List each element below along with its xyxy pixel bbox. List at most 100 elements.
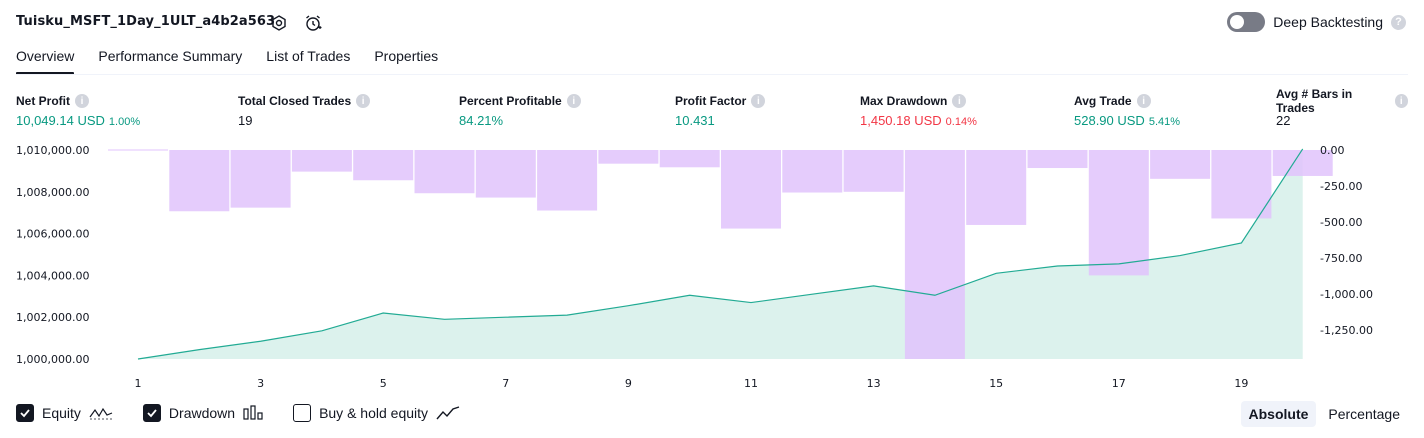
drawdown-bar xyxy=(1211,150,1272,219)
metric-value: 10.431 xyxy=(675,113,715,128)
drawdown-bar xyxy=(843,150,904,192)
drawdown-bar xyxy=(1150,150,1211,179)
metric-value: 19 xyxy=(238,113,253,128)
strategy-title: Tuisku_MSFT_1Day_1ULT_a4b2a563 xyxy=(16,14,276,29)
deep-backtesting-toggle[interactable] xyxy=(1227,12,1266,32)
metrics-row: Net Profit i 10,049.14 USD 1.00% Total Clo… xyxy=(16,87,1408,133)
info-icon[interactable]: i xyxy=(751,94,766,108)
scale-toggle: Absolute Percentage xyxy=(1240,401,1409,427)
legend-drawdown[interactable]: Drawdown xyxy=(142,404,263,422)
tab-performance-summary[interactable]: Performance Summary xyxy=(98,48,243,64)
right-axis-tick: -250.00 xyxy=(1320,180,1362,193)
drawdown-bar xyxy=(537,150,598,211)
left-axis-tick: 1,000,000.00 xyxy=(16,353,89,366)
drawdown-bars-icon xyxy=(243,405,263,420)
drawdown-bar xyxy=(721,150,781,229)
right-axis-tick: -500.00 xyxy=(1320,216,1362,229)
metric-label: Total Closed Trades xyxy=(238,94,352,108)
x-axis-tick: 3 xyxy=(257,377,264,390)
equity-line xyxy=(137,148,1304,360)
drawdown-bar xyxy=(353,150,414,181)
deep-backtesting-control: Deep Backtesting ? xyxy=(1227,12,1406,32)
drawdown-bar xyxy=(966,150,1027,225)
metric-label: Profit Factor xyxy=(675,94,747,108)
metric-net-profit: Net Profit i 10,049.14 USD 1.00% xyxy=(16,93,140,129)
drawdown-bar xyxy=(904,150,965,359)
tab-properties[interactable]: Properties xyxy=(374,48,439,64)
x-axis-tick: 13 xyxy=(867,377,881,390)
info-icon[interactable]: i xyxy=(75,94,89,108)
metric-avg-trade: Avg Trade i 528.90 USD 5.41% xyxy=(1074,93,1180,129)
equity-checkbox[interactable] xyxy=(16,404,34,422)
toggle-knob xyxy=(1230,15,1245,29)
drawdown-bar xyxy=(414,150,475,194)
info-icon[interactable]: i xyxy=(952,94,967,108)
x-axis-tick: 17 xyxy=(1112,377,1126,390)
percentage-button[interactable]: Percentage xyxy=(1328,406,1400,422)
drawdown-bar xyxy=(782,150,843,193)
metric-value: 22 xyxy=(1276,113,1291,128)
metric-label: Max Drawdown xyxy=(860,94,948,108)
deep-backtesting-label: Deep Backtesting xyxy=(1273,14,1383,30)
gear-icon[interactable] xyxy=(268,12,290,34)
legend-buy-hold[interactable]: Buy & hold equity xyxy=(293,404,460,422)
tab-overview[interactable]: Overview xyxy=(16,48,75,75)
x-axis-tick: 11 xyxy=(744,377,758,390)
absolute-button[interactable]: Absolute xyxy=(1240,401,1317,427)
metric-percent: 5.41% xyxy=(1148,116,1181,128)
drawdown-checkbox[interactable] xyxy=(142,404,161,422)
metric-label: Percent Profitable xyxy=(459,94,562,108)
drawdown-bar xyxy=(1027,150,1088,169)
equity-area xyxy=(138,148,1303,359)
right-axis-tick: -750.00 xyxy=(1320,252,1362,265)
metric-label: Net Profit xyxy=(16,94,70,108)
right-axis-tick: 0.00 xyxy=(1320,144,1345,157)
left-axis-tick: 1,004,000.00 xyxy=(16,269,89,282)
metric-percent: 1.00% xyxy=(108,116,141,128)
drawdown-bar xyxy=(169,150,230,212)
left-axis-tick: 1,006,000.00 xyxy=(16,228,89,241)
drawdown-bar xyxy=(598,150,659,164)
left-axis-tick: 1,008,000.00 xyxy=(16,186,89,199)
metric-percent: 0.14% xyxy=(945,116,977,128)
metric-total-closed-trades: Total Closed Trades i 19 xyxy=(238,93,371,129)
help-icon[interactable]: ? xyxy=(1391,14,1406,30)
drawdown-bar xyxy=(1272,150,1333,176)
x-axis-tick: 15 xyxy=(989,377,1003,390)
info-icon[interactable]: i xyxy=(1136,94,1151,108)
x-axis-tick: 1 xyxy=(135,377,142,390)
drawdown-bar xyxy=(475,150,536,198)
drawdown-bar xyxy=(659,150,720,168)
left-axis-tick: 1,010,000.00 xyxy=(16,144,89,157)
right-axis-tick: -1,000.00 xyxy=(1320,288,1373,301)
metric-label: Avg # Bars in Trades xyxy=(1276,87,1353,115)
tabs-divider xyxy=(16,74,1408,75)
x-axis-tick: 9 xyxy=(625,377,632,390)
metric-value: 1,450.18 USD xyxy=(860,113,942,128)
info-icon[interactable]: i xyxy=(1394,94,1408,108)
metric-value: 84.21% xyxy=(459,113,504,128)
metric-percent-profitable: Percent Profitable i 84.21% xyxy=(459,93,581,129)
info-icon[interactable]: i xyxy=(356,94,371,108)
metric-label: Avg Trade xyxy=(1074,94,1132,108)
legend-label: Equity xyxy=(42,405,81,421)
alarm-clock-icon[interactable] xyxy=(302,12,324,34)
equity-line-icon xyxy=(89,407,113,420)
info-icon[interactable]: i xyxy=(566,94,581,108)
x-axis-tick: 19 xyxy=(1234,377,1248,390)
tab-list-of-trades[interactable]: List of Trades xyxy=(266,48,351,64)
buy-hold-checkbox[interactable] xyxy=(293,404,312,422)
tab-bar: Overview Performance Summary List of Tra… xyxy=(16,48,439,75)
left-axis-tick: 1,002,000.00 xyxy=(16,311,89,324)
drawdown-bar xyxy=(1088,150,1149,276)
drawdown-bar xyxy=(291,150,352,172)
buy-hold-line-icon xyxy=(436,406,460,420)
x-axis-tick: 7 xyxy=(502,377,509,390)
equity-drawdown-chart[interactable]: 1,010,000.00 1,008,000.00 1,006,000.00 1,00… xyxy=(0,140,1424,395)
metric-max-drawdown: Max Drawdown i 1,450.18 USD 0.14% xyxy=(860,93,977,129)
drawdown-bar xyxy=(230,150,291,208)
metric-avg-bars: Avg # Bars in Trades i 22 xyxy=(1276,87,1408,129)
metric-profit-factor: Profit Factor i 10.431 xyxy=(675,93,766,129)
metric-value: 528.90 USD xyxy=(1074,113,1145,128)
legend-equity[interactable]: Equity xyxy=(16,404,113,422)
